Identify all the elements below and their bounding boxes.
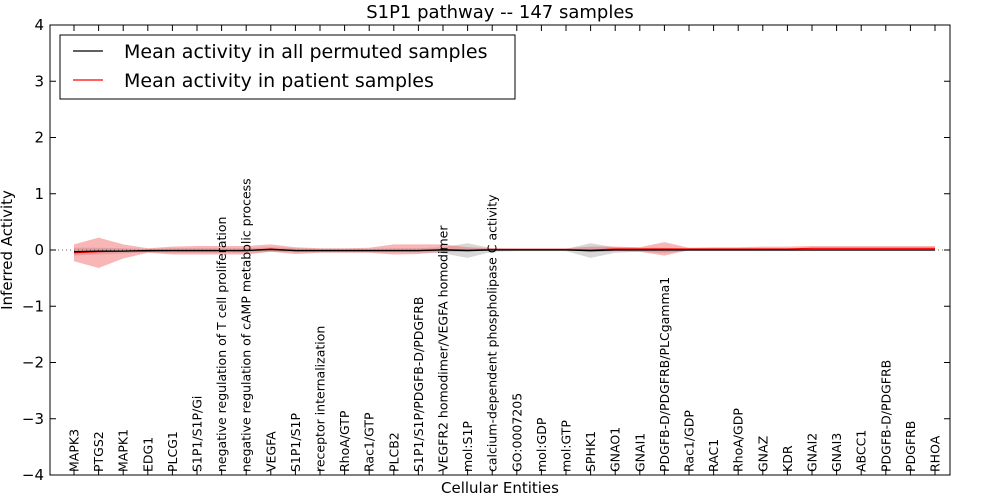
line-permuted xyxy=(73,248,935,253)
x-tick-label: GNAI1 xyxy=(632,433,647,472)
x-tick-label: MAPK1 xyxy=(116,429,131,472)
y-axis-label: Inferred Activity xyxy=(0,190,16,310)
legend-label-permuted: Mean activity in all permuted samples xyxy=(124,41,487,63)
x-tick-label: RhoA/GDP xyxy=(731,408,746,472)
x-tick-label: GO:0007205 xyxy=(509,393,524,472)
y-tick-label: 3 xyxy=(34,72,44,90)
x-tick-label: EDG1 xyxy=(140,437,155,472)
x-tick-label: PDGFB-D/PDGFRB/PLCgamma1 xyxy=(657,277,672,472)
x-tick-label: S1P1/S1P/PDGFB-D/PDGFRB xyxy=(411,297,426,473)
x-tick-label: receptor internalization xyxy=(313,326,328,472)
y-tick-label: −4 xyxy=(22,466,44,484)
x-axis-label: Cellular Entities xyxy=(441,479,559,497)
x-tick-label: GNAI3 xyxy=(829,433,844,472)
plot-area: 4 3 2 1 0 −1 −2 −3 −4 MAPK3 PTGS2 MAPK1 EDG1 PLCG1 S1… xyxy=(22,16,951,484)
legend-box xyxy=(59,34,516,100)
y-tick-label: −1 xyxy=(22,297,44,315)
x-tick-label: SPHK1 xyxy=(583,431,598,472)
y-tick-label: 0 xyxy=(34,241,44,259)
x-tick-label: GNAI2 xyxy=(805,433,820,472)
y-tick-label: −3 xyxy=(22,410,44,428)
x-tick-label: S1P1/S1P/Gi xyxy=(190,396,205,472)
x-tick-label: PLCB2 xyxy=(386,432,401,472)
chart-title: S1P1 pathway -- 147 samples xyxy=(366,2,634,23)
x-tick-label: PLCG1 xyxy=(165,431,180,472)
x-tick-label: calcium-dependent phospholipase C activi… xyxy=(485,194,500,472)
x-tick-label: VEGFR2 homodimer/VEGFA homodimer xyxy=(436,225,451,472)
x-tick-label: Rac1/GDP xyxy=(682,410,697,472)
x-tick-label: S1P1/S1P xyxy=(288,413,303,472)
x-tick-label: PDGFB-D/PDGFRB xyxy=(878,360,893,472)
x-tick-label: negative regulation of T cell proliferat… xyxy=(214,217,229,472)
y-tick-label: −2 xyxy=(22,354,44,372)
x-tick-label: VEGFA xyxy=(263,431,278,472)
x-tick-label: KDR xyxy=(780,445,795,472)
x-tick-label: PDGFRB xyxy=(903,421,918,472)
x-tick-label: GNAZ xyxy=(755,436,770,472)
x-tick-label: PTGS2 xyxy=(91,431,106,472)
series-lines xyxy=(73,247,935,254)
y-tick-label: 4 xyxy=(34,16,44,34)
legend-label-patient: Mean activity in patient samples xyxy=(124,70,434,92)
y-axis: 4 3 2 1 0 −1 −2 −3 −4 xyxy=(22,16,950,484)
x-tick-label: RHOA xyxy=(928,435,943,472)
y-tick-label: 1 xyxy=(34,185,44,203)
x-tick-label: Rac1/GTP xyxy=(362,412,377,472)
x-tick-label: mol:GTP xyxy=(559,420,574,472)
y-tick-label: 2 xyxy=(34,129,44,147)
x-tick-label: MAPK3 xyxy=(67,429,82,472)
x-tick-label: GNAO1 xyxy=(608,427,623,472)
band-patient xyxy=(74,237,935,268)
x-tick-label: RAC1 xyxy=(706,439,721,472)
x-tick-label: ABCC1 xyxy=(854,430,869,472)
legend: Mean activity in all permuted samples Me… xyxy=(59,34,516,100)
x-tick-label: mol:S1P xyxy=(460,421,475,472)
x-tick-label: mol:GDP xyxy=(534,417,549,472)
x-axis: MAPK3 PTGS2 MAPK1 EDG1 PLCG1 S1P1/S1P/Gi negat… xyxy=(67,25,943,475)
x-tick-label: RhoA/GTP xyxy=(337,410,352,472)
x-tick-label: negative regulation of cAMP metabolic pr… xyxy=(239,178,254,472)
